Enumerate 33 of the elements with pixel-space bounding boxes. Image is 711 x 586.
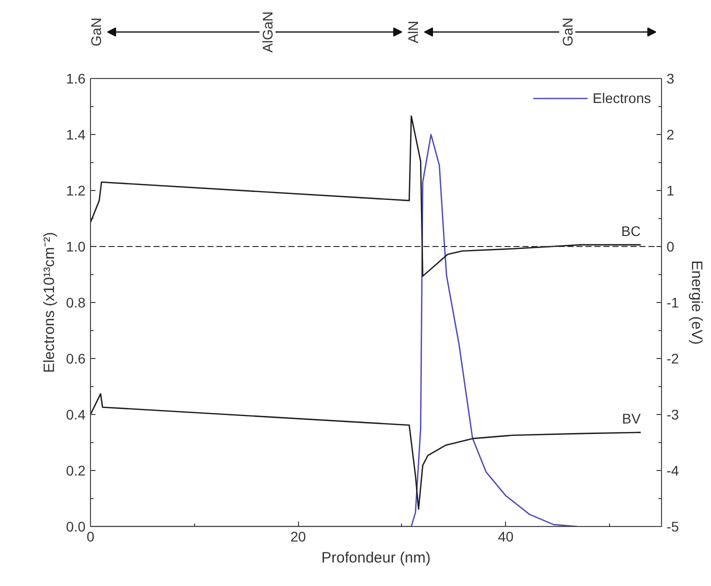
series-label: BC — [621, 222, 641, 239]
y2-tick-label: 1 — [666, 182, 674, 198]
y-tick-label: 1.4 — [66, 126, 86, 142]
y-axis-title: Electrons (x10¹³cm⁻²) — [41, 232, 58, 373]
text: AlGaN — [260, 11, 276, 53]
y2-tick-label: 2 — [666, 126, 674, 142]
y2-tick-label: 3 — [666, 70, 674, 86]
y-tick-label: 0.6 — [66, 350, 86, 366]
y2-tick-label: 0 — [666, 238, 674, 254]
y2-axis-title: Energie (eV) — [688, 260, 705, 345]
y-tick-label: 0.0 — [66, 518, 86, 534]
y-tick-label: 0.8 — [66, 294, 86, 310]
x-tick-label: 0 — [86, 528, 95, 544]
x-tick-label: 40 — [498, 528, 514, 544]
line-series — [90, 393, 642, 510]
y-tick-label: 0.4 — [66, 406, 86, 422]
y2-tick-label: -5 — [666, 518, 680, 534]
y-tick-label: 1.0 — [66, 238, 86, 254]
text: GaN — [88, 18, 104, 46]
y-tick-label: 1.6 — [66, 70, 86, 86]
y2-tick-label: -3 — [666, 406, 680, 422]
y2-tick-label: -2 — [666, 350, 680, 366]
y2-tick-label: -1 — [666, 294, 680, 310]
x-axis-title: Profondeur (nm) — [321, 550, 431, 566]
text: AlN — [405, 20, 422, 44]
y-tick-label: 0.2 — [66, 462, 86, 478]
y-tick-label: 1.2 — [66, 182, 86, 198]
line-series — [90, 115, 642, 277]
text: GaN — [559, 18, 576, 46]
x-tick-label: 20 — [290, 528, 306, 544]
series-label: BV — [622, 410, 642, 426]
legend-label: Electrons — [592, 90, 651, 106]
y2-tick-label: -4 — [666, 462, 680, 478]
